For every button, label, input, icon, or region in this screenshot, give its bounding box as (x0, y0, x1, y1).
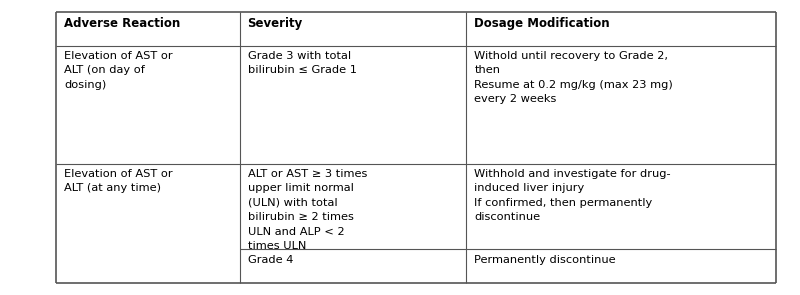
Text: Adverse Reaction: Adverse Reaction (64, 17, 180, 30)
Text: Withhold and investigate for drug-
induced liver injury
If confirmed, then perma: Withhold and investigate for drug- induc… (474, 169, 671, 222)
Text: Withold until recovery to Grade 2,
then
Resume at 0.2 mg/kg (max 23 mg)
every 2 : Withold until recovery to Grade 2, then … (474, 51, 673, 104)
Text: Dosage Modification: Dosage Modification (474, 17, 610, 30)
Text: Grade 3 with total
bilirubin ≤ Grade 1: Grade 3 with total bilirubin ≤ Grade 1 (248, 51, 357, 76)
Text: Permanently discontinue: Permanently discontinue (474, 255, 616, 265)
Text: Elevation of AST or
ALT (at any time): Elevation of AST or ALT (at any time) (64, 169, 173, 194)
Text: Grade 4: Grade 4 (248, 255, 293, 265)
Text: Severity: Severity (248, 17, 303, 30)
Text: Elevation of AST or
ALT (on day of
dosing): Elevation of AST or ALT (on day of dosin… (64, 51, 173, 90)
Text: ALT or AST ≥ 3 times
upper limit normal
(ULN) with total
bilirubin ≥ 2 times
ULN: ALT or AST ≥ 3 times upper limit normal … (248, 169, 367, 251)
